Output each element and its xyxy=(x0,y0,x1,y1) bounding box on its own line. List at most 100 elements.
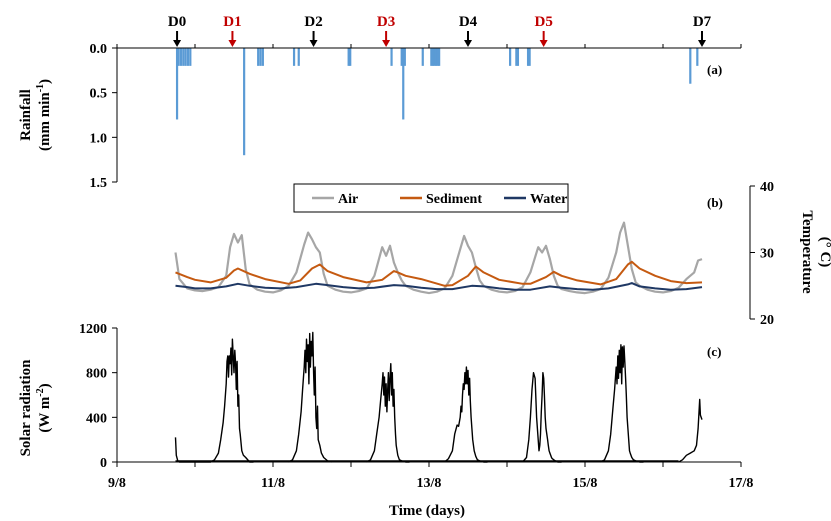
day-marker-label: D4 xyxy=(459,14,478,30)
day-marker-label: D5 xyxy=(534,14,552,30)
rainfall-bar xyxy=(189,48,192,66)
rainfall-y-tick-label: 1.0 xyxy=(90,131,108,146)
day-marker-arrow-head xyxy=(382,40,391,47)
day-marker-arrow-head xyxy=(173,40,182,47)
solar-line xyxy=(174,338,254,463)
panel-label-b: (b) xyxy=(707,195,723,210)
rainfall-bar xyxy=(259,48,262,66)
panel-label-c: (c) xyxy=(707,344,721,359)
rainfall-bar xyxy=(261,48,264,66)
temperature-line-air xyxy=(174,221,703,295)
rainfall-bar xyxy=(431,48,434,66)
solar-y-tick-label: 800 xyxy=(86,367,107,382)
temperature-y-tick-label: 40 xyxy=(760,180,774,195)
rainfall-bar xyxy=(184,48,187,66)
temperature-ylabel: Temperature (° C) xyxy=(799,210,831,294)
rainfall-bar xyxy=(179,48,183,66)
solar-y-tick-label: 0 xyxy=(100,456,107,471)
temperature-ylabel-line1: Temperature xyxy=(799,210,815,294)
day-marker-arrow-head xyxy=(539,40,548,47)
rainfall-bar xyxy=(433,48,436,66)
temperature-panel: 20 30 40 Air Sediment Water (b) Temperature … xyxy=(174,180,831,328)
rainfall-bar xyxy=(526,48,530,66)
legend-label-sediment: Sediment xyxy=(426,192,482,207)
rainfall-bar xyxy=(696,48,699,66)
solar-x-tick-label: 17/8 xyxy=(729,476,754,491)
rainfall-bar xyxy=(243,48,246,156)
rainfall-y-tick-label: 0.5 xyxy=(90,87,108,102)
temperature-y-tick-label: 30 xyxy=(760,247,774,262)
rainfall-panel: D0 D1 D2 D3 D4 D5 D7 0.0 0.5 1.0 1.5 (a) Rainfall… xyxy=(18,14,742,191)
legend-label-air: Air xyxy=(338,192,358,207)
solar-line xyxy=(522,372,562,463)
rainfall-bars xyxy=(175,48,699,156)
day-marker-label: D7 xyxy=(693,14,712,30)
temperature-line-water xyxy=(175,282,703,291)
day-marker-label: D3 xyxy=(377,14,395,30)
rainfall-bar xyxy=(509,48,512,66)
rainfall-bar xyxy=(402,48,405,120)
rainfall-bar xyxy=(515,48,518,66)
temperature-lines xyxy=(174,221,703,295)
rainfall-y-tick-label: 0.0 xyxy=(90,42,108,57)
rainfall-bar xyxy=(434,48,438,66)
day-marker-arrow-head xyxy=(464,40,472,47)
solar-panel: 0 400 800 1200 9/8 11/8 13/8 15/8 17/8 (c) Solar… xyxy=(18,322,753,519)
solar-lines xyxy=(174,331,703,463)
rainfall-ylabel-line2: (mm min-1) xyxy=(35,79,53,151)
temperature-y-tick-label: 20 xyxy=(760,313,774,328)
solar-ylabel: Solar radiation (W m-2) xyxy=(18,359,53,456)
rainfall-bar xyxy=(292,48,296,66)
rainfall-axes: 0.0 0.5 1.0 1.5 xyxy=(90,42,742,191)
rainfall-bar xyxy=(257,48,260,66)
solar-axes: 0 400 800 1200 9/8 11/8 13/8 15/8 17/8 xyxy=(79,322,753,491)
rainfall-ylabel: Rainfall (mm min-1) xyxy=(18,79,53,151)
day-marker-label: D0 xyxy=(168,14,186,30)
rainfall-bar xyxy=(186,48,190,66)
rainfall-bar xyxy=(430,48,433,66)
day-marker-arrow-head xyxy=(698,40,706,47)
temperature-legend: Air Sediment Water xyxy=(293,183,569,213)
panel-label-a: (a) xyxy=(707,62,722,77)
solar-line xyxy=(366,363,410,463)
rainfall-bar xyxy=(689,48,692,84)
rainfall-bar xyxy=(349,48,352,66)
solar-x-tick-label: 13/8 xyxy=(417,476,442,491)
solar-ylabel-line1: Solar radiation xyxy=(18,359,34,456)
day-marker-label: D2 xyxy=(304,14,322,30)
rainfall-bar xyxy=(400,48,403,66)
solar-ylabel-line2: (W m-2) xyxy=(35,383,53,432)
solar-y-tick-label: 400 xyxy=(86,411,107,426)
solar-x-tick-label: 11/8 xyxy=(261,476,285,491)
solar-y-tick-label: 1200 xyxy=(79,322,107,337)
rainfall-bar xyxy=(421,48,424,66)
x-axis-title: Time (days) xyxy=(389,503,465,519)
solar-line xyxy=(600,344,644,463)
legend-label-water: Water xyxy=(530,192,567,207)
solar-line xyxy=(444,366,488,463)
rainfall-y-tick-label: 1.5 xyxy=(90,176,108,191)
temperature-ylabel-line2: (° C) xyxy=(817,237,831,268)
day-marker-label: D1 xyxy=(223,14,241,30)
day-marker-arrow-head xyxy=(228,40,237,47)
rainfall-bar xyxy=(403,48,406,66)
rainfall-bar xyxy=(390,48,393,66)
temperature-axes: 20 30 40 xyxy=(749,180,774,328)
rainfall-bar xyxy=(347,48,350,66)
temperature-line-sediment xyxy=(175,260,703,287)
solar-line xyxy=(678,398,703,463)
solar-x-tick-label: 15/8 xyxy=(573,476,598,491)
solar-x-tick-label: 9/8 xyxy=(108,476,126,491)
rainfall-bar xyxy=(297,48,300,66)
rainfall-bar xyxy=(182,48,185,66)
day-markers: D0 D1 D2 D3 D4 D5 D7 xyxy=(168,14,712,47)
rainfall-bar xyxy=(516,48,520,66)
rainfall-bar xyxy=(438,48,441,66)
rainfall-bar xyxy=(528,48,531,66)
rainfall-bar xyxy=(177,48,180,66)
rainfall-bar xyxy=(175,48,179,120)
rainfall-bar xyxy=(436,48,439,66)
rainfall-ylabel-line1: Rainfall xyxy=(18,89,34,141)
day-marker-arrow-head xyxy=(309,40,318,47)
